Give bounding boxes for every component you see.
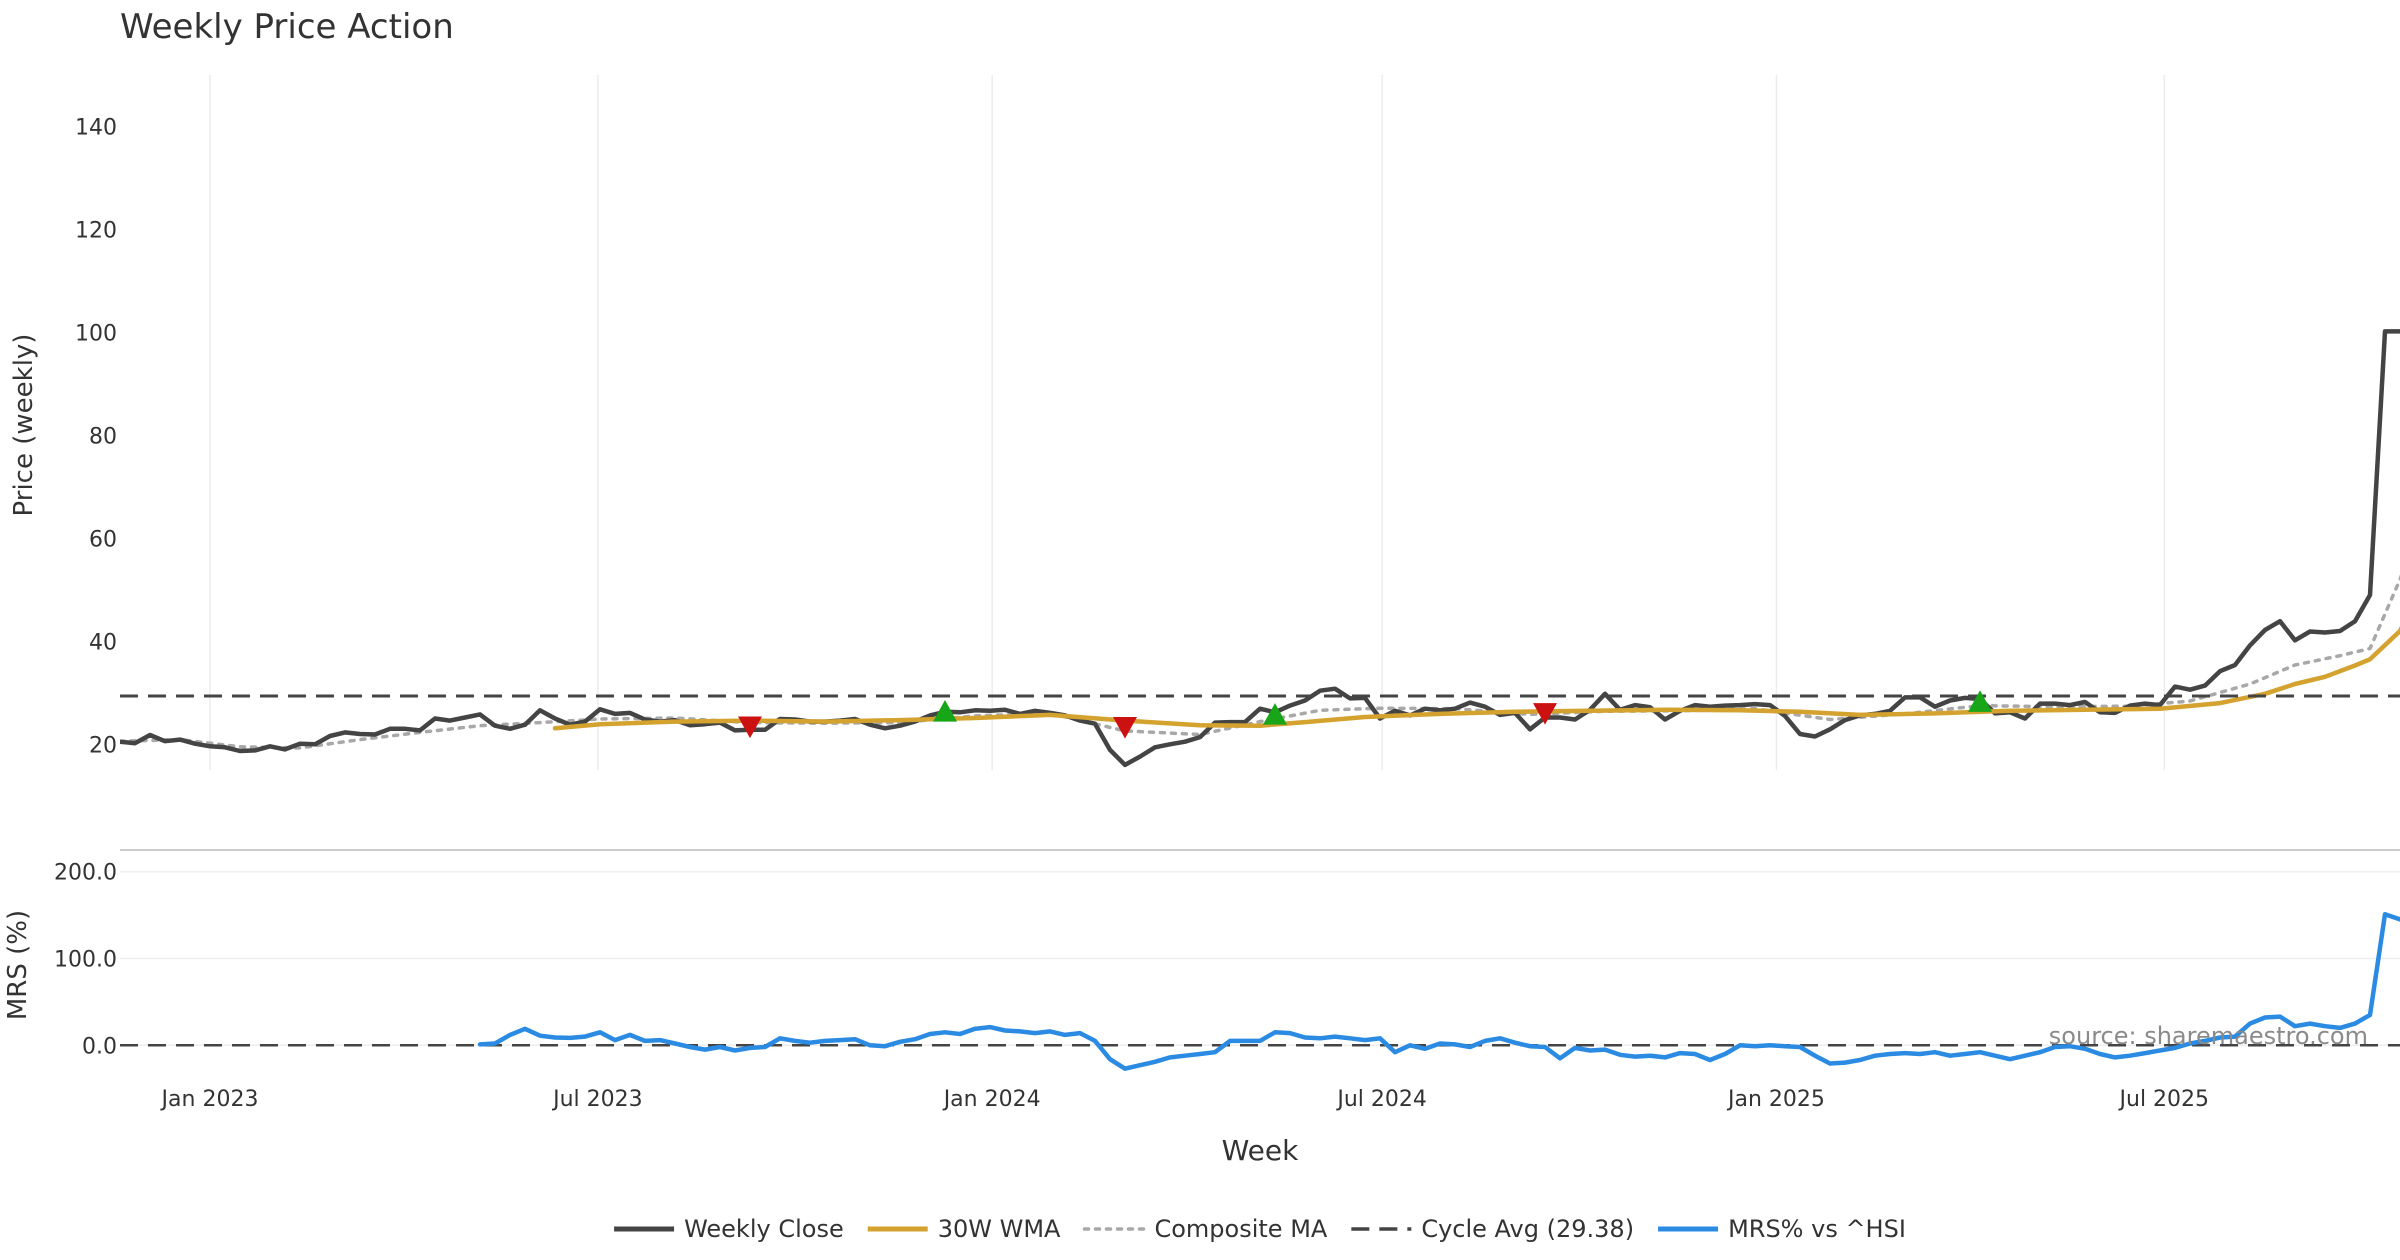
mrs-y-ticks: 0.0 100.0 200.0 bbox=[54, 861, 117, 1060]
price-series-layer bbox=[120, 329, 2400, 768]
legend: Weekly Close 30W WMA Composite MA Cycle Avg… bbox=[614, 1215, 1906, 1243]
buy-signal-marker bbox=[1263, 703, 1287, 725]
legend-item: 30W WMA bbox=[867, 1215, 1061, 1243]
price-y-tick-label: 120 bbox=[75, 218, 117, 243]
x-tick-label: Jul 2025 bbox=[2118, 1087, 2210, 1112]
chart-title: Weekly Price Action bbox=[120, 7, 454, 47]
mrs-series-layer bbox=[477, 911, 2400, 1071]
x-tick-label: Jan 2023 bbox=[160, 1087, 259, 1112]
price-grid bbox=[209, 75, 2166, 770]
sell-signal-marker bbox=[738, 716, 762, 739]
price-y-tick-label: 40 bbox=[89, 630, 117, 655]
x-ticks: Jan 2023 Jul 2023 Jan 2024 Jul 2024 Jan 2025… bbox=[160, 1087, 2210, 1112]
watermark: source: sharemaestro.com bbox=[2049, 1022, 2368, 1050]
weekly-close-line bbox=[120, 329, 2400, 768]
sell-signal-marker bbox=[1113, 716, 1137, 739]
mrs-y-axis-title: MRS (%) bbox=[3, 910, 33, 1020]
price-y-tick-label: 100 bbox=[75, 321, 117, 346]
legend-label: MRS% vs ^HSI bbox=[1728, 1215, 1906, 1243]
sell-signal-marker bbox=[1533, 703, 1557, 725]
x-tick-label: Jul 2023 bbox=[551, 1087, 643, 1112]
legend-label: Cycle Avg (29.38) bbox=[1421, 1215, 1634, 1243]
mrs-y-tick-label: 0.0 bbox=[82, 1034, 117, 1059]
mrs-line bbox=[477, 911, 2400, 1071]
legend-item: Composite MA bbox=[1082, 1215, 1328, 1243]
x-axis-title: Week bbox=[1222, 1134, 1299, 1167]
mrs-y-tick-label: 200.0 bbox=[54, 861, 117, 886]
legend-label: Weekly Close bbox=[684, 1215, 844, 1243]
x-tick-label: Jan 2025 bbox=[1726, 1087, 1825, 1112]
buy-signal-marker bbox=[1968, 690, 1992, 712]
legend-item: MRS% vs ^HSI bbox=[1658, 1215, 1906, 1243]
legend-label: 30W WMA bbox=[938, 1215, 1061, 1243]
30w-wma-line bbox=[552, 625, 2400, 731]
mrs-y-tick-label: 100.0 bbox=[54, 947, 117, 972]
legend-item: Weekly Close bbox=[614, 1215, 844, 1243]
legend-label: Composite MA bbox=[1154, 1215, 1327, 1243]
buy-signal-marker bbox=[933, 699, 957, 722]
price-y-tick-label: 20 bbox=[89, 733, 117, 758]
x-tick-label: Jan 2024 bbox=[942, 1087, 1041, 1112]
signal-markers bbox=[738, 690, 1992, 739]
price-y-tick-label: 80 bbox=[89, 424, 117, 449]
legend-item: Cycle Avg (29.38) bbox=[1351, 1215, 1634, 1243]
price-y-tick-label: 140 bbox=[75, 115, 117, 140]
price-y-tick-label: 60 bbox=[89, 527, 117, 552]
x-tick-label: Jul 2024 bbox=[1335, 1087, 1427, 1112]
price-y-axis-title: Price (weekly) bbox=[9, 334, 39, 517]
mrs-grid bbox=[120, 870, 2400, 1047]
price-y-ticks: 20 40 60 80 100 120 140 bbox=[75, 115, 117, 758]
composite-ma-line bbox=[120, 574, 2400, 750]
